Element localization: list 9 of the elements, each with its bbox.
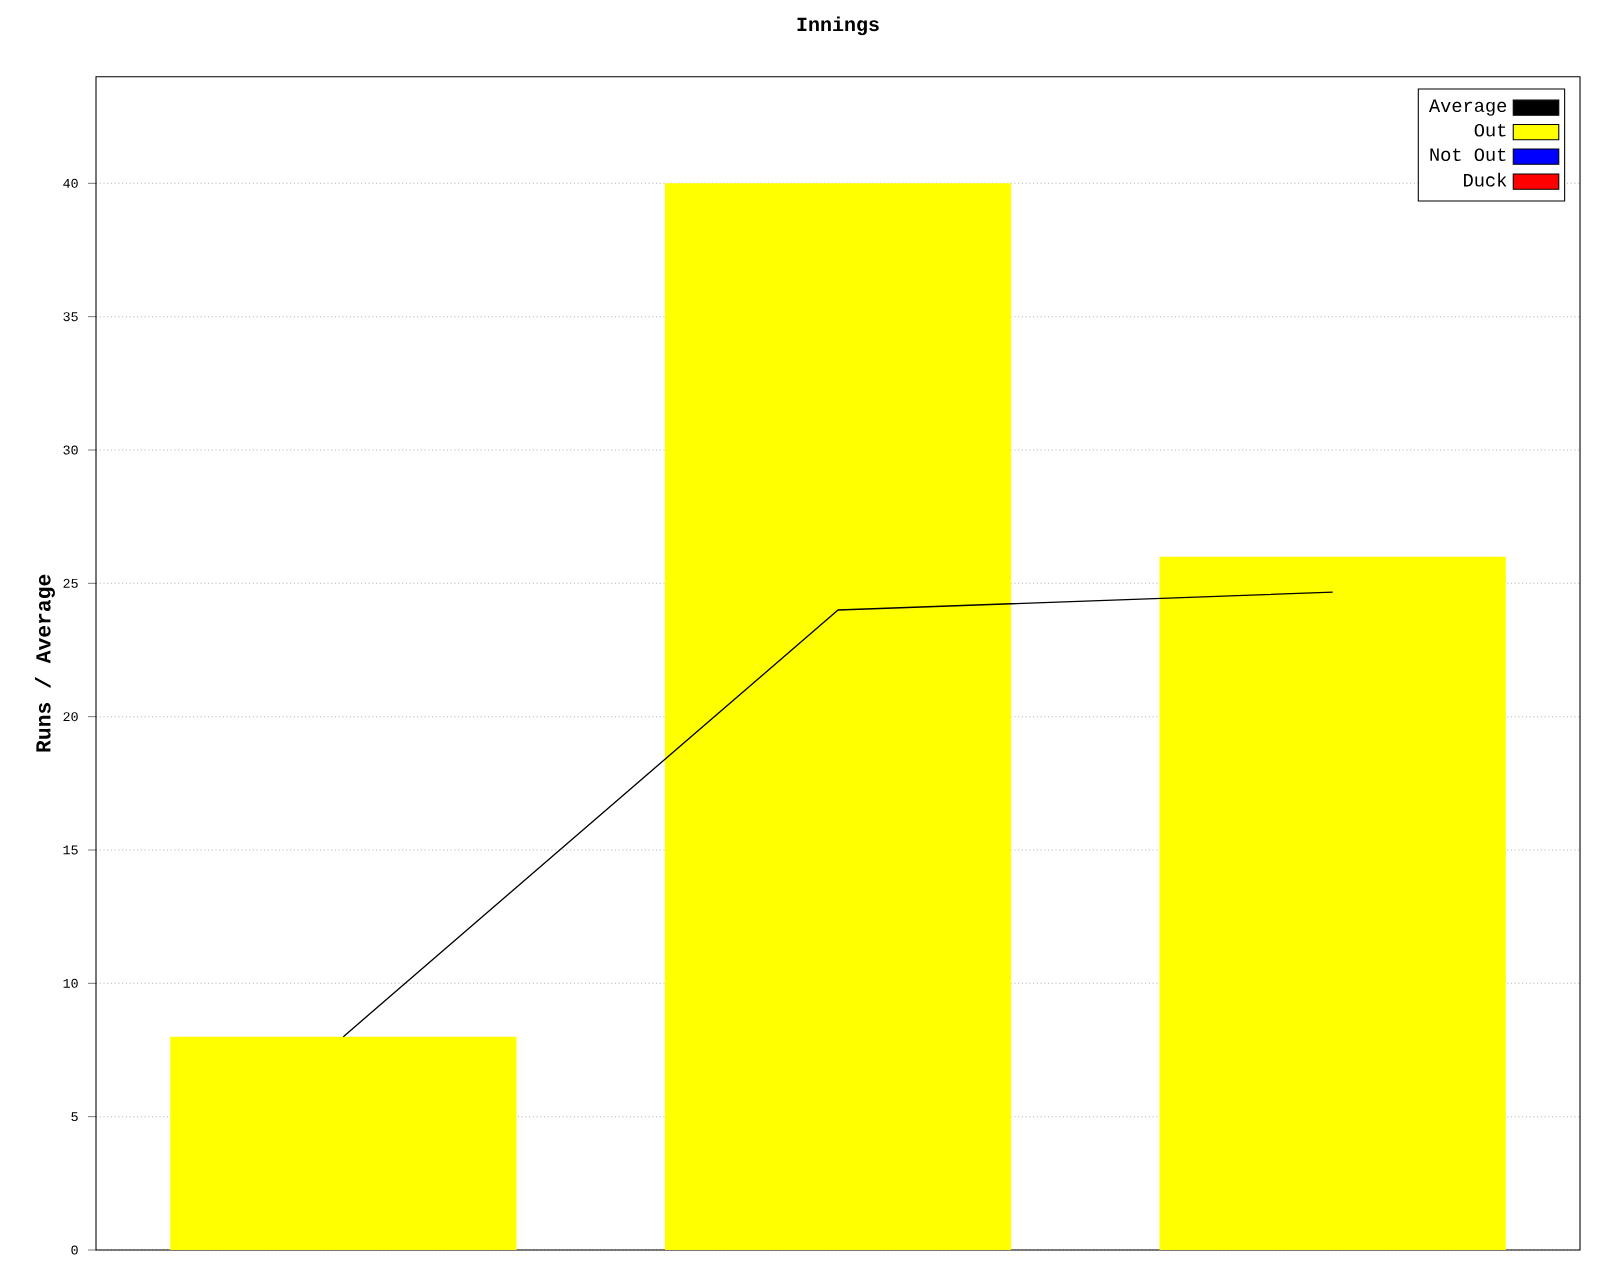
bar	[170, 1036, 517, 1251]
bar	[664, 183, 1012, 1251]
legend-label: Not Out	[1430, 148, 1506, 162]
bar	[1159, 556, 1506, 1251]
legend-label: Average	[1428, 99, 1507, 116]
legend-label: Out	[1474, 123, 1506, 137]
chart-title: Innings	[797, 16, 879, 36]
legend-label: Duck	[1464, 172, 1507, 187]
y-axis-title: Runs / Average	[34, 574, 55, 752]
